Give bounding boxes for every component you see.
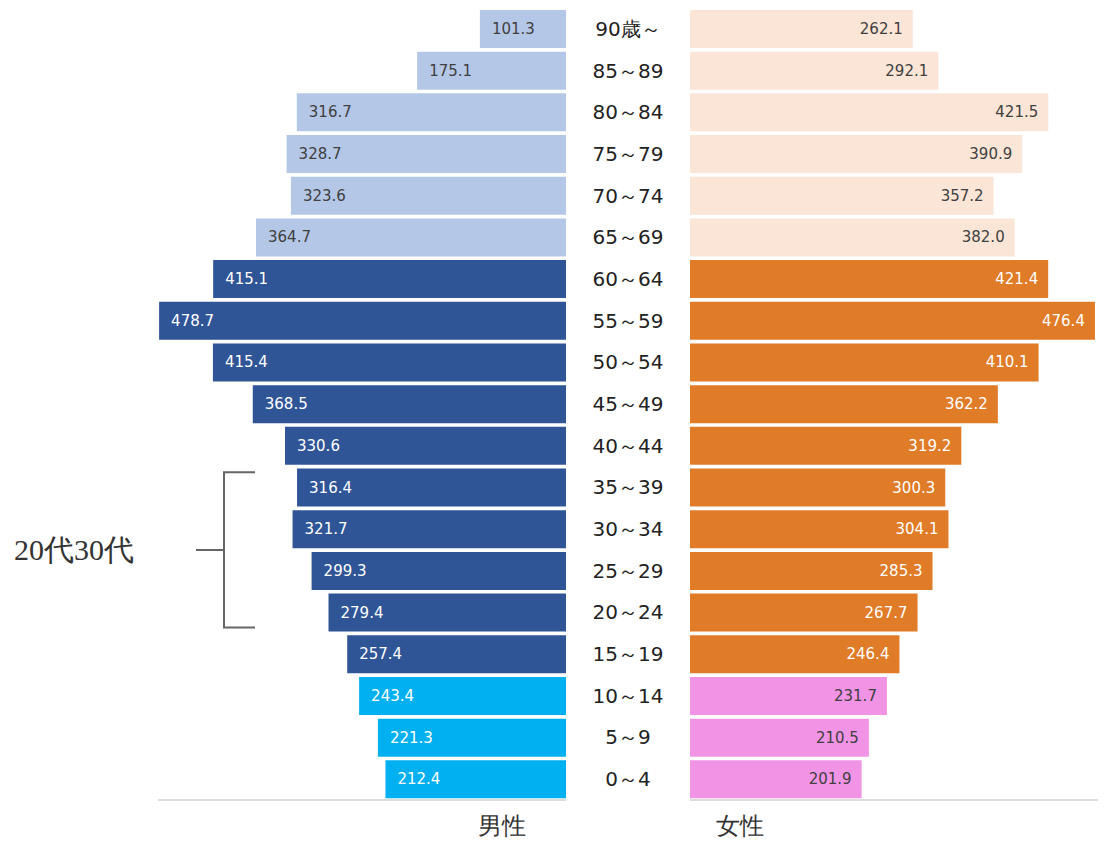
svg-text:175.1: 175.1 (429, 62, 472, 80)
svg-text:300.3: 300.3 (892, 479, 935, 497)
svg-text:231.7: 231.7 (834, 687, 877, 705)
svg-text:357.2: 357.2 (941, 187, 984, 205)
svg-text:421.4: 421.4 (995, 270, 1038, 288)
svg-text:210.5: 210.5 (816, 729, 859, 747)
html-text:女性: 女性 (716, 812, 764, 840)
html-text:60～64: 60～64 (592, 266, 664, 291)
svg-text:101.3: 101.3 (492, 20, 535, 38)
svg-text:382.0: 382.0 (962, 228, 1005, 246)
html-text:65～69: 65～69 (592, 225, 664, 250)
svg-text:201.9: 201.9 (809, 770, 852, 788)
svg-text:257.4: 257.4 (359, 645, 402, 663)
svg-text:316.7: 316.7 (309, 103, 352, 121)
html-text:80～84: 80～84 (592, 100, 664, 125)
html-text:55～59: 55～59 (592, 308, 664, 333)
svg-text:476.4: 476.4 (1042, 312, 1085, 330)
html-text:30～34: 30～34 (592, 517, 664, 541)
html-text:0～4: 0～4 (605, 767, 651, 792)
svg-text:330.6: 330.6 (297, 437, 340, 455)
svg-text:262.1: 262.1 (860, 20, 903, 38)
svg-text:319.2: 319.2 (908, 437, 951, 455)
svg-text:267.7: 267.7 (865, 604, 908, 622)
svg-text:243.4: 243.4 (371, 687, 414, 705)
svg-text:415.4: 415.4 (225, 353, 268, 371)
html-text:15～19: 15～19 (592, 642, 664, 667)
svg-text:328.7: 328.7 (299, 145, 342, 163)
html-text:40～44: 40～44 (592, 433, 664, 458)
svg-text:221.3: 221.3 (390, 729, 433, 747)
html-text:10～14: 10～14 (592, 683, 664, 708)
html-text:50～54: 50～54 (592, 350, 664, 375)
svg-text:246.4: 246.4 (846, 645, 889, 663)
html-text:25～29: 25～29 (592, 558, 664, 583)
svg-text:292.1: 292.1 (885, 62, 928, 80)
svg-text:323.6: 323.6 (303, 187, 346, 205)
svg-text:368.5: 368.5 (265, 395, 308, 413)
html-text:75～79: 75～79 (592, 141, 664, 166)
html-text:男性: 男性 (478, 812, 526, 840)
html-text:20～24: 20～24 (592, 600, 664, 625)
svg-text:285.3: 285.3 (880, 562, 923, 580)
svg-text:478.7: 478.7 (171, 312, 214, 330)
svg-text:410.1: 410.1 (986, 353, 1029, 371)
html-text:45～49: 45～49 (592, 392, 664, 416)
svg-text:390.9: 390.9 (969, 145, 1012, 163)
svg-text:279.4: 279.4 (341, 604, 384, 622)
html-text:70～74: 70～74 (592, 183, 664, 208)
html-text:5～9: 5～9 (605, 725, 651, 750)
svg-text:212.4: 212.4 (397, 770, 440, 788)
svg-text:364.7: 364.7 (268, 228, 311, 246)
svg-text:316.4: 316.4 (309, 479, 352, 497)
html-text:85～89: 85～89 (592, 58, 664, 83)
html-text:35～39: 35～39 (592, 475, 664, 500)
svg-text:362.2: 362.2 (945, 395, 988, 413)
svg-text:304.1: 304.1 (896, 520, 939, 538)
svg-text:415.1: 415.1 (225, 270, 268, 288)
svg-text:299.3: 299.3 (324, 562, 367, 580)
svg-text:321.7: 321.7 (305, 520, 348, 538)
html-text:20代30代: 20代30代 (14, 532, 134, 566)
svg-text:421.5: 421.5 (995, 103, 1038, 121)
html-text:90歳～: 90歳～ (595, 16, 661, 41)
